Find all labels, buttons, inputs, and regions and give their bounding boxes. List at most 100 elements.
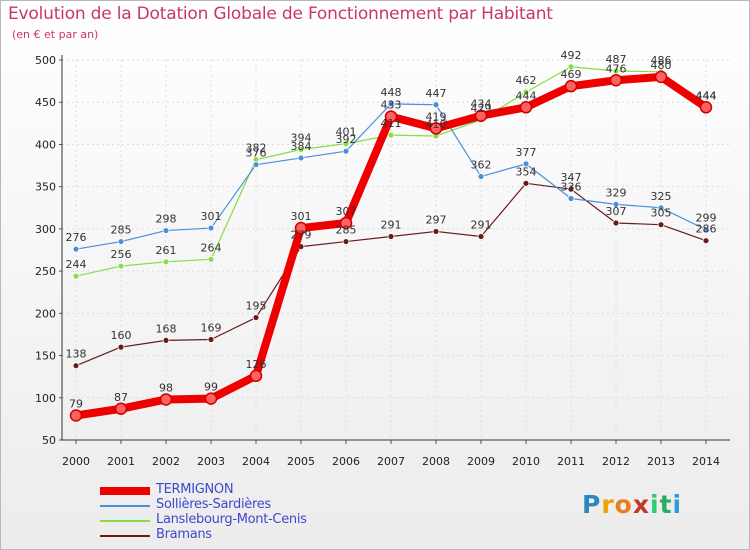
data-label-sollieres-sardieres: 384 bbox=[291, 140, 312, 153]
point-bramans bbox=[117, 343, 125, 351]
x-tick-label: 2005 bbox=[287, 455, 315, 468]
data-label-lanslebourg-mont-cenis: 264 bbox=[201, 241, 222, 254]
y-tick-label: 400 bbox=[35, 138, 56, 151]
point-termignon bbox=[609, 74, 623, 87]
point-termignon bbox=[429, 122, 443, 135]
point-sollieres-sardieres bbox=[342, 147, 350, 155]
legend-swatch-sollieres-sardieres bbox=[100, 505, 150, 507]
x-tick-label: 2014 bbox=[692, 455, 720, 468]
logo-letter: i bbox=[650, 490, 660, 519]
data-label-bramans: 354 bbox=[516, 165, 537, 178]
data-label-sollieres-sardieres: 276 bbox=[66, 231, 87, 244]
point-termignon bbox=[249, 369, 263, 383]
point-sollieres-sardieres bbox=[702, 226, 710, 234]
y-tick-label: 100 bbox=[35, 392, 56, 405]
point-bramans bbox=[657, 221, 665, 229]
data-label-termignon: 444 bbox=[696, 89, 717, 102]
point-bramans bbox=[567, 185, 575, 193]
point-sollieres-sardieres bbox=[477, 173, 485, 180]
x-tick-label: 2009 bbox=[467, 455, 495, 468]
x-tick-label: 2002 bbox=[152, 455, 180, 468]
data-label-bramans: 168 bbox=[156, 322, 177, 335]
y-tick-label: 500 bbox=[35, 54, 56, 67]
x-tick-label: 2006 bbox=[332, 455, 360, 468]
x-tick-label: 2010 bbox=[512, 455, 540, 468]
legend-label-sollieres-sardieres: Sollières-Sardières bbox=[156, 497, 271, 512]
data-label-bramans: 195 bbox=[246, 300, 267, 313]
point-lanslebourg-mont-cenis bbox=[72, 272, 80, 280]
data-label-bramans: 307 bbox=[606, 205, 627, 218]
data-label-sollieres-sardieres: 377 bbox=[516, 146, 537, 159]
point-bramans bbox=[72, 362, 80, 370]
data-label-sollieres-sardieres: 362 bbox=[471, 159, 492, 172]
x-tick-label: 2011 bbox=[557, 455, 585, 468]
series-layer bbox=[69, 63, 713, 422]
data-label-lanslebourg-mont-cenis: 486 bbox=[651, 54, 672, 67]
legend-label-lanslebourg-mont-cenis: Lanslebourg-Mont-Cenis bbox=[156, 512, 307, 527]
point-termignon bbox=[564, 79, 578, 93]
data-label-bramans: 347 bbox=[561, 171, 582, 184]
point-bramans bbox=[522, 179, 530, 187]
data-label-sollieres-sardieres: 376 bbox=[246, 147, 267, 160]
data-label-bramans: 297 bbox=[426, 213, 447, 226]
data-label-termignon: 99 bbox=[204, 381, 218, 394]
logo-letter: x bbox=[632, 490, 650, 519]
data-label-lanslebourg-mont-cenis: 244 bbox=[66, 258, 87, 271]
data-label-termignon: 469 bbox=[561, 68, 582, 81]
logo-letter: P bbox=[582, 490, 602, 519]
legend-swatch-lanslebourg-mont-cenis bbox=[100, 520, 150, 522]
x-tick-label: 2013 bbox=[647, 455, 675, 468]
point-termignon bbox=[519, 101, 533, 114]
axes: 50 100 150 200 250 300 350 400 450 500 2000 2001 200… bbox=[35, 54, 730, 468]
point-lanslebourg-mont-cenis bbox=[342, 140, 350, 148]
data-label-termignon: 480 bbox=[651, 59, 672, 72]
x-tick-label: 2003 bbox=[197, 455, 225, 468]
chart-subtitle: (en € et par an) bbox=[12, 28, 99, 41]
point-sollieres-sardieres bbox=[72, 245, 80, 253]
point-bramans bbox=[702, 237, 710, 245]
point-bramans bbox=[207, 336, 215, 343]
data-label-lanslebourg-mont-cenis: 492 bbox=[561, 49, 582, 62]
data-label-termignon: 434 bbox=[471, 98, 492, 111]
point-lanslebourg-mont-cenis bbox=[387, 131, 395, 139]
point-sollieres-sardieres bbox=[522, 160, 530, 168]
point-bramans bbox=[477, 233, 485, 240]
data-label-bramans: 138 bbox=[66, 348, 87, 361]
data-label-lanslebourg-mont-cenis: 462 bbox=[516, 74, 537, 87]
point-termignon bbox=[69, 409, 83, 422]
data-label-bramans: 305 bbox=[651, 207, 672, 220]
data-label-termignon: 301 bbox=[291, 210, 312, 223]
x-tick-label: 2008 bbox=[422, 455, 450, 468]
data-label-termignon: 307 bbox=[336, 205, 357, 218]
point-bramans bbox=[252, 314, 260, 321]
point-sollieres-sardieres bbox=[162, 227, 170, 234]
data-label-sollieres-sardieres: 447 bbox=[426, 87, 447, 100]
data-labels: 138 160 168 169 195 279 285 291 297 291 354 347 307 3… bbox=[66, 49, 717, 411]
y-tick-label: 450 bbox=[35, 96, 56, 109]
data-label-bramans: 286 bbox=[696, 223, 717, 236]
point-sollieres-sardieres bbox=[567, 195, 575, 202]
data-label-lanslebourg-mont-cenis: 444 bbox=[696, 89, 717, 102]
logo-letter: o bbox=[614, 490, 633, 519]
data-label-lanslebourg-mont-cenis: 261 bbox=[156, 244, 177, 257]
data-label-lanslebourg-mont-cenis: 429 bbox=[471, 102, 492, 115]
point-termignon bbox=[114, 402, 128, 416]
y-tick-label: 200 bbox=[35, 307, 56, 320]
point-termignon bbox=[339, 216, 353, 230]
data-label-lanslebourg-mont-cenis: 256 bbox=[111, 248, 132, 261]
point-lanslebourg-mont-cenis bbox=[567, 63, 575, 71]
data-label-sollieres-sardieres: 301 bbox=[201, 210, 222, 223]
data-label-bramans: 285 bbox=[336, 224, 357, 237]
x-tick-label: 2012 bbox=[602, 455, 630, 468]
data-label-sollieres-sardieres: 448 bbox=[381, 86, 402, 99]
point-lanslebourg-mont-cenis bbox=[207, 255, 215, 263]
legend-label-bramans: Bramans bbox=[156, 527, 212, 542]
point-termignon bbox=[159, 393, 173, 406]
point-lanslebourg-mont-cenis bbox=[612, 67, 620, 75]
chart-title: Evolution de la Dotation Globale de Fonc… bbox=[8, 4, 553, 24]
data-label-termignon: 419 bbox=[426, 110, 447, 123]
data-label-sollieres-sardieres: 285 bbox=[111, 224, 132, 237]
data-label-bramans: 291 bbox=[381, 218, 402, 231]
point-termignon bbox=[384, 110, 398, 123]
logo-letter: r bbox=[601, 490, 615, 519]
